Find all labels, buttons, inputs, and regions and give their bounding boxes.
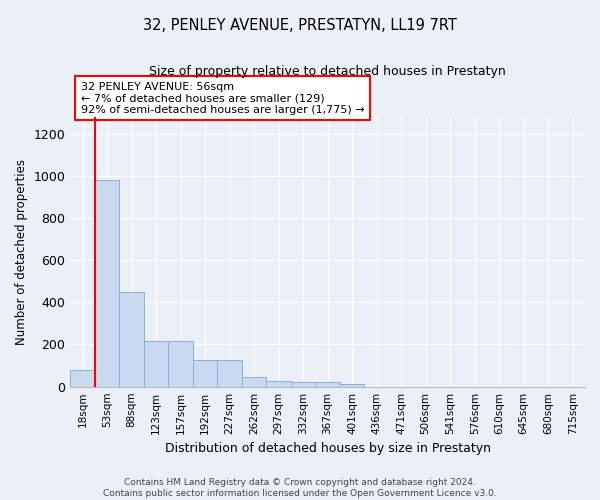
Bar (95, 180, 119, 386)
X-axis label: Distribution of detached houses by size in Prestatyn: Distribution of detached houses by size … (164, 442, 491, 455)
Y-axis label: Number of detached properties: Number of detached properties (15, 158, 28, 344)
Bar (242, 377, 266, 386)
Bar (193, 360, 217, 386)
Text: Contains HM Land Registry data © Crown copyright and database right 2024.
Contai: Contains HM Land Registry data © Crown c… (103, 478, 497, 498)
Text: 32 PENLEY AVENUE: 56sqm
← 7% of detached houses are smaller (129)
92% of semi-de: 32 PENLEY AVENUE: 56sqm ← 7% of detached… (80, 82, 364, 115)
Bar (144, 342, 169, 386)
Bar (169, 342, 193, 386)
Title: Size of property relative to detached houses in Prestatyn: Size of property relative to detached ho… (149, 65, 506, 78)
Bar (119, 292, 144, 386)
Bar (266, 382, 291, 386)
Bar (70, 370, 95, 386)
Text: 32, PENLEY AVENUE, PRESTATYN, LL19 7RT: 32, PENLEY AVENUE, PRESTATYN, LL19 7RT (143, 18, 457, 32)
Bar (340, 384, 364, 386)
Bar (316, 382, 340, 386)
Bar (217, 360, 242, 386)
Bar (291, 382, 316, 386)
